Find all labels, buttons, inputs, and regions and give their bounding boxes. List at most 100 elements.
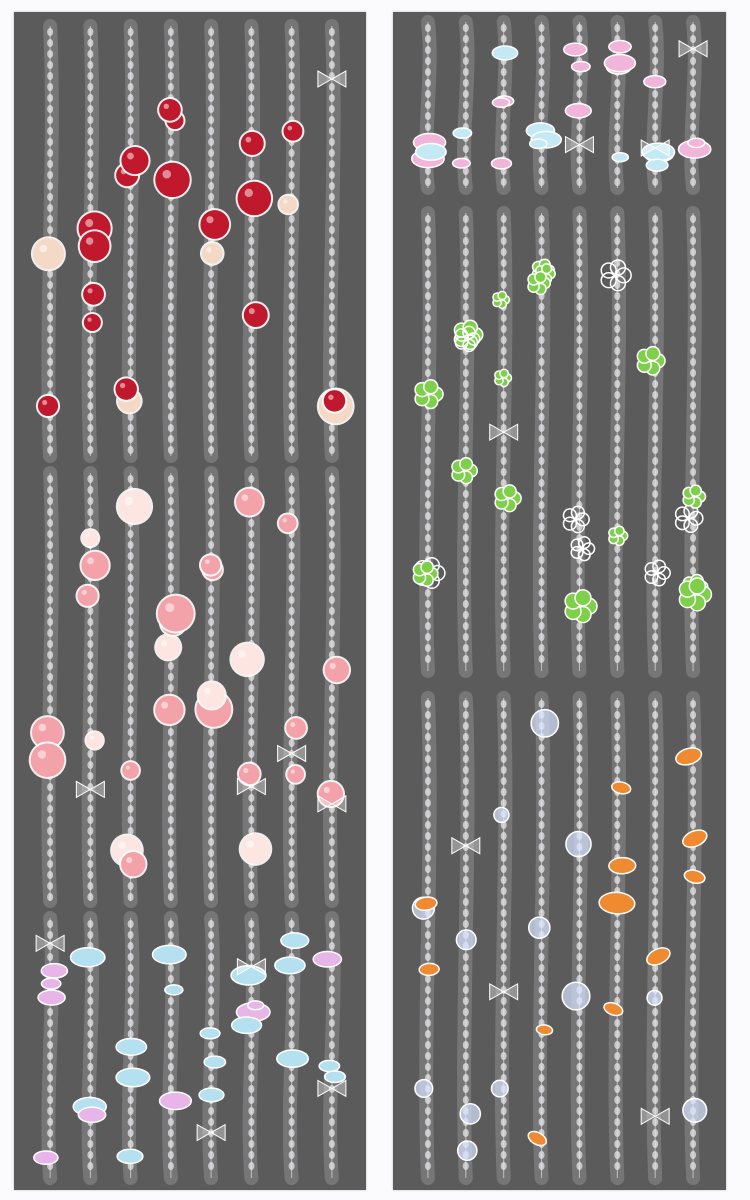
bead-icon [614,755,621,763]
bead-icon [462,1041,469,1049]
bead-icon [690,1019,697,1027]
sticker-strand [636,206,671,678]
bead-icon [652,457,659,465]
bead-icon [652,1030,659,1038]
bead-icon [500,534,507,542]
peach-icon [198,682,225,709]
bead-icon [462,986,469,994]
bead-icon [424,1030,431,1038]
bead-icon [167,871,174,879]
bead-icon [652,1041,659,1049]
cherry-apple-icon [37,395,59,417]
bead-icon [288,72,295,80]
bead-icon [47,794,54,802]
bead-icon [614,600,621,608]
bead-icon [87,160,94,168]
bubble-heart-icon [682,1097,708,1123]
bead-icon [462,1063,469,1071]
highlight [127,152,134,160]
bead-icon [424,292,431,300]
bead-icon [576,733,583,741]
bead-icon [500,336,507,344]
highlight [204,687,211,695]
bead-icon [328,508,335,516]
bubble-heart-icon [493,806,510,824]
bead-icon [652,259,659,267]
candy-icon [570,60,591,73]
bead-icon [87,486,94,494]
bead-icon [167,519,174,527]
bead-icon [47,292,54,300]
bead-icon [538,380,545,388]
bead-icon [576,145,583,153]
bead-icon [576,920,583,928]
bead-icon [87,882,94,890]
bead-icon [87,1074,94,1082]
bead-icon [167,1063,174,1071]
bead-icon [576,1074,583,1082]
bead-icon [328,552,335,560]
sticker-strand [153,466,196,908]
bead-icon [424,766,431,774]
bead-icon [167,1118,174,1126]
bead-icon [328,882,335,890]
bead-icon [500,655,507,663]
bead-icon [127,413,134,421]
bead-icon [462,611,469,619]
bead-icon [288,28,295,36]
bead-icon [462,90,469,98]
bead-icon [328,435,335,443]
highlight [87,557,94,565]
bead-icon [690,457,697,465]
bead-icon [87,706,94,714]
bead-icon [652,479,659,487]
bead-icon [87,1129,94,1137]
bead-icon [127,1107,134,1115]
bubble-heart-icon [414,1078,434,1099]
bead-icon [614,237,621,245]
peach-icon [286,718,307,738]
bead-icon [576,226,583,234]
highlight [165,603,175,613]
bead-icon [652,402,659,410]
candy-icon [608,39,632,54]
bead-icon [462,766,469,774]
bead-icon [652,843,659,851]
bead-icon [328,50,335,58]
bead-icon [87,127,94,135]
bead-icon [462,744,469,752]
bead-icon [167,497,174,505]
bead-icon [328,1019,335,1027]
bead-icon [690,325,697,333]
sticker-strand [451,691,482,1185]
sticker-strand [562,206,598,678]
bead-icon [167,1162,174,1170]
bead-icon [538,178,545,186]
bead-icon [614,413,621,421]
bead-icon [328,563,335,571]
bead-icon [652,270,659,278]
bead-icon [614,457,621,465]
bead-icon [538,57,545,65]
bead-icon [288,248,295,256]
bead-icon [248,1074,255,1082]
sticker-strand [69,911,108,1185]
bead-icon [167,585,174,593]
bead-icon [652,975,659,983]
bead-icon [614,112,621,120]
bead-icon [690,424,697,432]
bead-icon [208,783,215,791]
bead-icon [538,953,545,961]
bead-icon [576,134,583,142]
bead-icon [690,931,697,939]
bead-icon [690,611,697,619]
bead-icon [462,578,469,586]
bead-icon [652,655,659,663]
bead-icon [208,1074,215,1082]
bead-icon [248,953,255,961]
bead-icon [462,887,469,895]
clover-flower-icon [454,336,469,350]
bead-icon [538,942,545,950]
bead-icon [328,530,335,538]
bead-icon [462,490,469,498]
